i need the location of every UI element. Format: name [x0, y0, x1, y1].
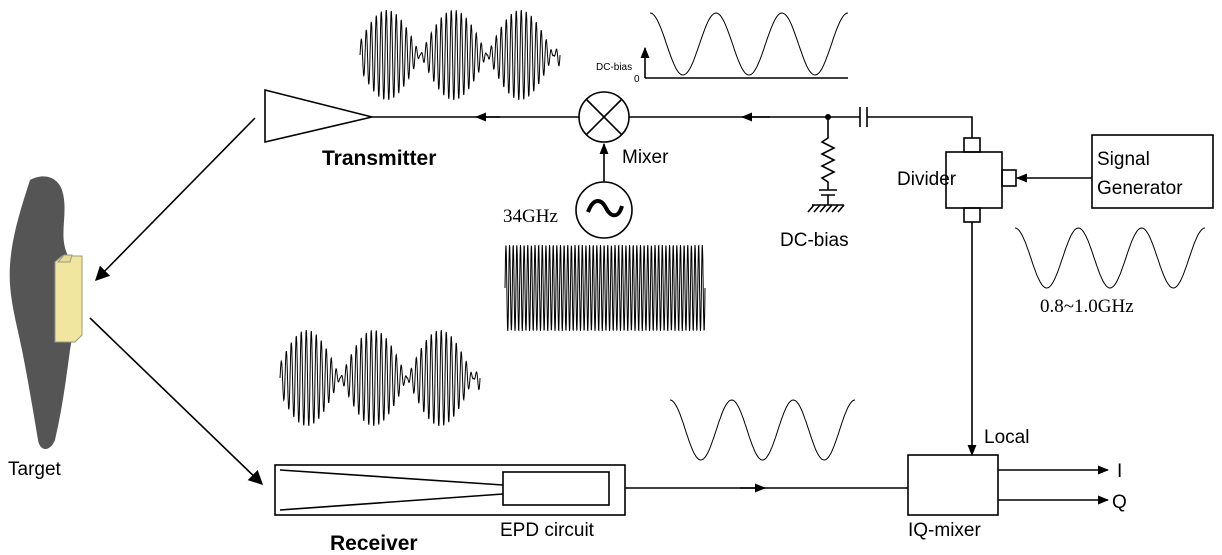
target — [9, 176, 79, 449]
baseband-sine — [669, 399, 856, 461]
label: IQ-mixer — [908, 520, 982, 541]
rx-horn-taper — [279, 469, 504, 511]
lo-sine — [1014, 227, 1206, 289]
label: Signal — [1097, 149, 1150, 170]
label: Local — [984, 427, 1029, 448]
divider-port — [963, 137, 981, 153]
label: 0.8~1.0GHz — [1040, 296, 1134, 317]
mixer-cross — [585, 98, 623, 136]
label: I — [1117, 461, 1122, 482]
tx-horn — [264, 88, 373, 144]
rx-beam — [89, 317, 264, 486]
label: Target — [8, 459, 62, 480]
divider-port — [963, 207, 981, 223]
label: Generator — [1097, 178, 1183, 199]
label: 0 — [634, 74, 640, 85]
sensor-tag-top — [56, 254, 73, 263]
bias-line — [629, 116, 973, 138]
label: Mixer — [622, 147, 669, 168]
sensor-tag — [54, 255, 83, 343]
label: Receiver — [330, 532, 418, 555]
divider-port — [1001, 169, 1017, 187]
rf-wave — [504, 244, 706, 332]
label: DC-bias — [596, 62, 632, 73]
label: 34GHz — [503, 206, 558, 227]
label: DC-bias — [780, 230, 849, 251]
rx-horn-frame — [274, 464, 626, 516]
tx-beam — [94, 117, 256, 282]
label: Q — [1112, 492, 1127, 513]
label: Transmitter — [322, 147, 436, 170]
signal-generator — [1091, 134, 1214, 209]
epd-circuit — [502, 471, 610, 506]
oscillator — [575, 181, 633, 239]
label: Divider — [897, 169, 957, 190]
oscillator-tilde — [586, 199, 624, 218]
capacitor — [859, 107, 868, 127]
iq-mixer — [907, 454, 999, 516]
resistor — [807, 117, 845, 213]
am-wave — [279, 329, 481, 427]
bias-sine — [649, 12, 849, 76]
label: EPD circuit — [500, 520, 595, 541]
am-wave — [359, 9, 561, 101]
